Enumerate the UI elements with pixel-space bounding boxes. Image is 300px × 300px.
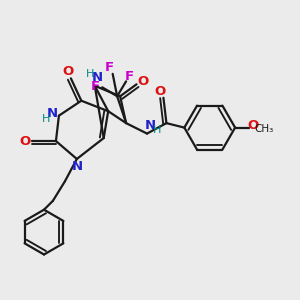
- Text: O: O: [247, 119, 258, 132]
- Text: H: H: [42, 114, 51, 124]
- Text: O: O: [137, 75, 149, 88]
- Text: N: N: [71, 160, 82, 173]
- Text: H: H: [152, 125, 161, 135]
- Text: O: O: [20, 134, 31, 148]
- Text: CH₃: CH₃: [254, 124, 274, 134]
- Text: N: N: [47, 107, 58, 120]
- Text: F: F: [124, 70, 134, 83]
- Text: F: F: [104, 61, 114, 74]
- Text: F: F: [91, 80, 100, 93]
- Text: N: N: [92, 71, 103, 84]
- Text: O: O: [62, 65, 74, 78]
- Text: O: O: [155, 85, 166, 98]
- Text: N: N: [144, 119, 156, 132]
- Text: H: H: [86, 70, 94, 80]
